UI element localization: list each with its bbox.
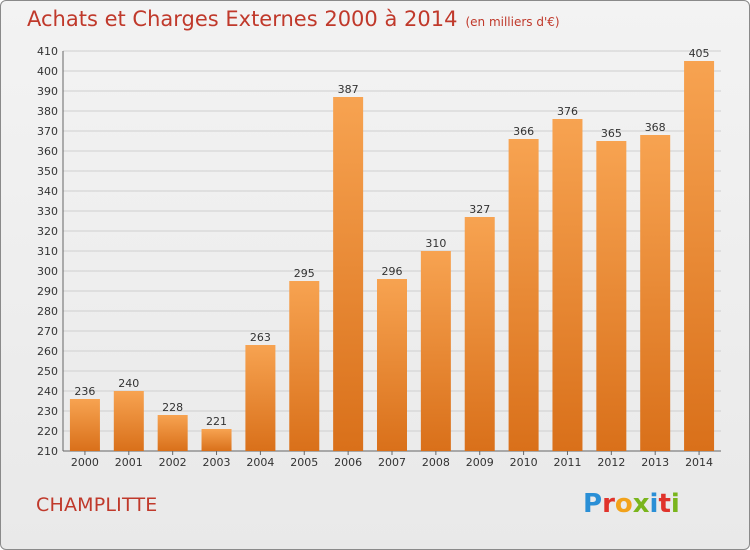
bar [289, 281, 320, 451]
bar-value-label: 376 [557, 105, 578, 118]
y-tick-label: 400 [37, 65, 58, 78]
y-tick-label: 230 [37, 405, 58, 418]
y-tick-label: 260 [37, 345, 58, 358]
x-tick-label: 2001 [115, 456, 143, 469]
bar [684, 61, 715, 451]
y-tick-label: 240 [37, 385, 58, 398]
bar [420, 251, 451, 451]
bar-value-label: 263 [250, 331, 271, 344]
bar [508, 139, 539, 451]
y-tick-label: 210 [37, 445, 58, 458]
bar-value-label: 295 [294, 267, 315, 280]
proxiti-logo: Proxiti [583, 489, 680, 519]
bar [640, 135, 671, 451]
x-tick-label: 2003 [203, 456, 231, 469]
bar [157, 415, 188, 451]
bar [552, 119, 583, 451]
bar [245, 345, 276, 451]
y-tick-label: 390 [37, 85, 58, 98]
x-tick-label: 2012 [597, 456, 625, 469]
bar-value-label: 387 [338, 83, 359, 96]
x-tick-label: 2013 [641, 456, 669, 469]
y-tick-label: 250 [37, 365, 58, 378]
bar-value-label: 228 [162, 401, 183, 414]
bar [69, 399, 100, 451]
x-tick-label: 2007 [378, 456, 406, 469]
bar [113, 391, 144, 451]
x-tick-label: 2004 [246, 456, 274, 469]
y-tick-label: 220 [37, 425, 58, 438]
bar [333, 97, 364, 451]
bar-value-label: 296 [382, 265, 403, 278]
bar-value-label: 221 [206, 415, 227, 428]
bar [201, 429, 232, 451]
y-tick-label: 360 [37, 145, 58, 158]
bar-value-label: 327 [469, 203, 490, 216]
y-tick-label: 350 [37, 165, 58, 178]
y-tick-label: 330 [37, 205, 58, 218]
town-name: CHAMPLITTE [36, 494, 158, 516]
logo-letter: t [658, 489, 671, 519]
unit-note: (en milliers d'€) [465, 15, 560, 29]
x-tick-label: 2009 [466, 456, 494, 469]
y-tick-label: 290 [37, 285, 58, 298]
bar [596, 141, 627, 451]
y-tick-label: 310 [37, 245, 58, 258]
bar [464, 217, 495, 451]
logo-letter: r [602, 489, 615, 519]
y-tick-label: 320 [37, 225, 58, 238]
y-tick-label: 410 [37, 45, 58, 58]
y-tick-label: 280 [37, 305, 58, 318]
bar-value-label: 366 [513, 125, 534, 138]
logo-letter: i [649, 489, 659, 519]
logo-letter: i [670, 489, 680, 519]
x-tick-label: 2006 [334, 456, 362, 469]
x-tick-label: 2008 [422, 456, 450, 469]
x-tick-label: 2014 [685, 456, 713, 469]
bar-value-label: 365 [601, 127, 622, 140]
chart-title-text: Achats et Charges Externes 2000 à 2014 [27, 7, 458, 31]
x-tick-label: 2010 [510, 456, 538, 469]
logo-letter: P [583, 489, 603, 519]
x-tick-label: 2011 [553, 456, 581, 469]
bar-value-label: 368 [645, 121, 666, 134]
bar [377, 279, 407, 451]
x-tick-label: 2005 [290, 456, 318, 469]
y-tick-label: 370 [37, 125, 58, 138]
bar-value-label: 240 [118, 377, 139, 390]
logo-letter: x [632, 489, 650, 519]
x-tick-label: 2000 [71, 456, 99, 469]
y-tick-label: 340 [37, 185, 58, 198]
x-tick-label: 2002 [159, 456, 187, 469]
y-tick-label: 270 [37, 325, 58, 338]
bar-value-label: 236 [74, 385, 95, 398]
logo-letter: o [614, 489, 633, 519]
chart-title: Achats et Charges Externes 2000 à 2014 (e… [27, 7, 560, 31]
y-tick-label: 380 [37, 105, 58, 118]
y-tick-label: 300 [37, 265, 58, 278]
bar-value-label: 310 [425, 237, 446, 250]
bar-value-label: 405 [689, 47, 710, 60]
